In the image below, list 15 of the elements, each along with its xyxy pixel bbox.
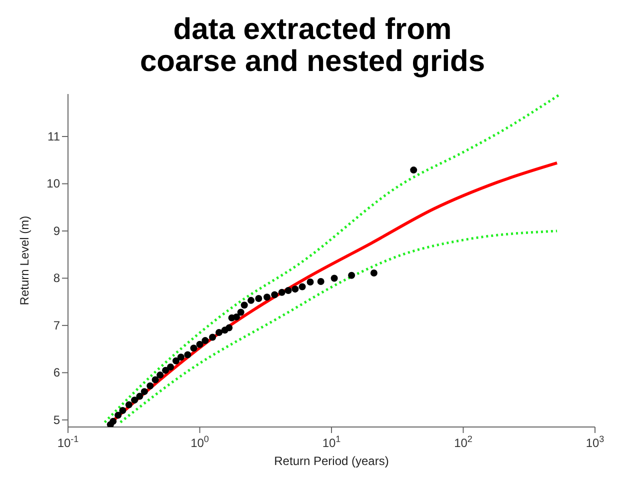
x-tick-label: 10$^{3}$ xyxy=(586,434,604,450)
y-axis-title: Return Level (m) xyxy=(17,216,32,306)
x-tick-label: 10$^{1}$ xyxy=(322,434,341,450)
y-tick-label: 10 xyxy=(46,176,60,191)
y-tick-label: 7 xyxy=(53,318,60,332)
x-tick-label: 10$^{2}$ xyxy=(454,434,472,450)
x-tick-label: 10$^{0}$ xyxy=(190,434,209,450)
x-axis-title: Return Period (years) xyxy=(274,454,389,468)
y-tick-label: 9 xyxy=(53,224,60,238)
chart-title: data extracted from coarse and nested grids xyxy=(138,13,486,78)
x-tick-label: 10$^{-1}$ xyxy=(57,434,79,450)
y-tick-label: 6 xyxy=(53,366,60,380)
y-tick-label: 5 xyxy=(53,412,60,427)
y-tick-label: 8 xyxy=(53,271,60,286)
y-tick-label: 11 xyxy=(48,130,60,144)
